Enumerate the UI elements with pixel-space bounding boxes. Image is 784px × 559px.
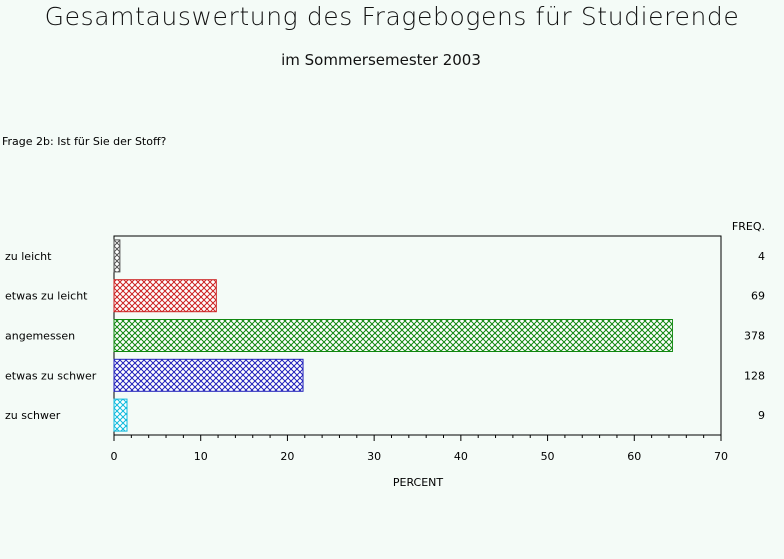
category-label: zu schwer: [5, 409, 61, 422]
question-label: Frage 2b: Ist für Sie der Stoff?: [2, 135, 167, 148]
x-tick-label: 70: [714, 450, 728, 463]
freq-header: FREQ.: [732, 220, 765, 233]
x-tick-label: 60: [627, 450, 641, 463]
category-label: etwas zu leicht: [5, 290, 88, 303]
chart-title: Gesamtauswertung des Fragebogens für Stu…: [44, 2, 740, 31]
x-tick-label: 0: [111, 450, 118, 463]
x-tick-label: 30: [367, 450, 381, 463]
x-tick-label: 10: [194, 450, 208, 463]
bar-zu-schwer: [113, 398, 128, 432]
chart-subtitle: im Sommersemester 2003: [281, 51, 481, 69]
x-axis-label: PERCENT: [393, 476, 444, 489]
category-label: etwas zu schwer: [5, 369, 97, 382]
bar-etwas-zu-schwer: [113, 358, 304, 392]
freq-value: 9: [758, 409, 765, 422]
x-tick-label: 40: [454, 450, 468, 463]
bar-angemessen: [113, 319, 673, 352]
freq-value: 128: [744, 369, 765, 382]
freq-value: 4: [758, 250, 765, 263]
x-tick-label: 50: [541, 450, 555, 463]
freq-value: 378: [744, 330, 765, 343]
freq-value: 69: [751, 290, 765, 303]
category-label: zu leicht: [5, 250, 52, 263]
x-tick-label: 20: [280, 450, 294, 463]
category-label: angemessen: [5, 330, 75, 343]
bar-etwas-zu-leicht: [113, 279, 217, 313]
bar-zu-leicht: [113, 239, 121, 273]
